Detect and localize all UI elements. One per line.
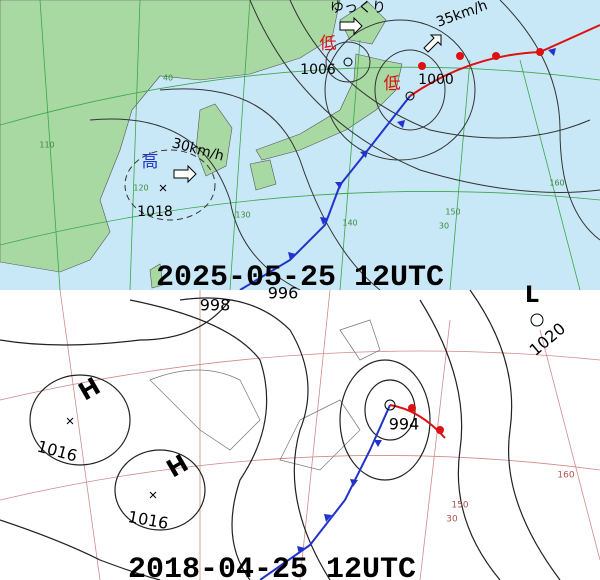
graticule bbox=[0, 0, 600, 291]
pressure-label: 994 bbox=[389, 415, 420, 434]
warm-front-symbol bbox=[408, 404, 416, 412]
pressure-label: 996 bbox=[268, 284, 299, 303]
warm-front-symbol bbox=[492, 52, 500, 60]
cold-front bbox=[259, 404, 391, 580]
pressure-label: 1000 bbox=[418, 72, 454, 88]
isobar bbox=[374, 49, 446, 131]
grid-line bbox=[299, 289, 331, 580]
grid-line bbox=[449, 59, 471, 291]
grid-line bbox=[0, 455, 600, 501]
graticule bbox=[0, 289, 600, 580]
isobar bbox=[0, 299, 231, 346]
grid-line bbox=[0, 66, 600, 126]
isobar bbox=[469, 289, 561, 580]
isobar bbox=[289, 0, 591, 139]
grid-line bbox=[0, 350, 600, 401]
grid-label: 40 bbox=[163, 74, 173, 83]
low-label: 低 bbox=[320, 34, 337, 54]
isobar bbox=[249, 0, 600, 193]
isobar bbox=[0, 519, 161, 580]
low-center bbox=[343, 57, 353, 67]
honshu bbox=[255, 53, 403, 161]
high-center bbox=[159, 184, 167, 192]
bottom-caption: 2018-04-25 12UTC bbox=[128, 553, 416, 580]
isobar bbox=[124, 149, 216, 221]
top-map: ゆっくり 35km/h 低 1006 低 1000 高 30km/h 1018 … bbox=[0, 0, 600, 295]
isobar bbox=[129, 299, 268, 580]
grid-label: 130 bbox=[235, 211, 250, 220]
cold-front-symbols bbox=[548, 48, 556, 56]
grid-label: 160 bbox=[557, 471, 574, 481]
isobar bbox=[419, 299, 501, 580]
grid-label: 150 bbox=[445, 208, 460, 217]
high-center bbox=[66, 417, 74, 425]
high-center bbox=[530, 313, 544, 327]
background bbox=[0, 290, 600, 580]
warm-front bbox=[409, 24, 600, 97]
low-label: 低 bbox=[384, 74, 401, 94]
pressure-label: 998 bbox=[200, 296, 231, 315]
low-center bbox=[384, 399, 396, 411]
taiwan bbox=[149, 263, 164, 289]
grid-label: 160 bbox=[549, 179, 564, 188]
bottom-map: 998 996 L 1020 H 1016 H 1016 994 150 30 … bbox=[0, 283, 600, 580]
fronts bbox=[66, 313, 544, 580]
isobars bbox=[0, 289, 561, 580]
warm-front-symbol bbox=[418, 62, 426, 70]
grid-line bbox=[0, 191, 600, 246]
grid-line bbox=[419, 319, 451, 580]
warm-front-symbol bbox=[436, 426, 444, 434]
pressure-label: 1006 bbox=[300, 62, 336, 78]
isobar bbox=[179, 297, 331, 580]
korea bbox=[195, 103, 233, 177]
pressure-label: 1018 bbox=[137, 204, 173, 220]
grid-line bbox=[59, 289, 101, 580]
motion-arrow bbox=[339, 16, 363, 36]
isobars bbox=[89, 0, 600, 291]
isobar bbox=[159, 88, 381, 291]
low-center bbox=[405, 91, 415, 101]
top-caption: 2025-05-25 12UTC bbox=[156, 261, 444, 295]
grid-line bbox=[129, 0, 141, 291]
isobar bbox=[339, 359, 431, 481]
high-label: 高 bbox=[142, 152, 159, 172]
motion-arrow bbox=[173, 164, 197, 184]
continent bbox=[0, 0, 341, 273]
motion-arrow bbox=[423, 34, 442, 53]
isobar bbox=[29, 374, 131, 466]
grid-label: 140 bbox=[342, 219, 357, 228]
grid-label: 150 bbox=[451, 501, 468, 511]
kyushu bbox=[249, 159, 277, 191]
isobar bbox=[324, 19, 476, 161]
low-label: L bbox=[525, 283, 539, 308]
warm-front-symbol bbox=[456, 52, 464, 60]
slow-label: ゆっくり bbox=[330, 0, 386, 16]
coastline bbox=[149, 319, 381, 471]
grid-line bbox=[39, 0, 61, 291]
grid-label: 110 bbox=[39, 141, 54, 150]
warm-front-symbol bbox=[536, 48, 544, 56]
fronts bbox=[159, 16, 600, 291]
high-center bbox=[149, 491, 157, 499]
grid-line bbox=[339, 39, 361, 291]
isobar bbox=[325, 41, 371, 83]
grid-label: 30 bbox=[439, 222, 449, 231]
grid-label: 30 bbox=[446, 515, 458, 525]
grid-line bbox=[539, 329, 600, 561]
isobar bbox=[89, 118, 301, 291]
grid-line bbox=[519, 59, 581, 291]
isobar bbox=[499, 0, 600, 241]
hokkaido bbox=[339, 1, 387, 45]
grid-line bbox=[229, 0, 251, 291]
cold-front bbox=[239, 95, 411, 291]
isobar bbox=[114, 449, 206, 531]
grid-label: 120 bbox=[133, 184, 148, 193]
